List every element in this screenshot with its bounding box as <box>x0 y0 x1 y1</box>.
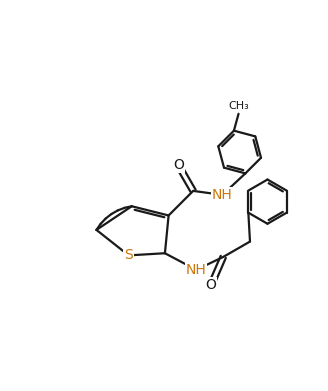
Text: NH: NH <box>212 188 233 202</box>
Text: S: S <box>124 248 133 262</box>
Text: O: O <box>206 278 216 292</box>
Text: CH₃: CH₃ <box>228 101 249 111</box>
Text: NH: NH <box>186 263 207 277</box>
Text: O: O <box>173 158 184 172</box>
